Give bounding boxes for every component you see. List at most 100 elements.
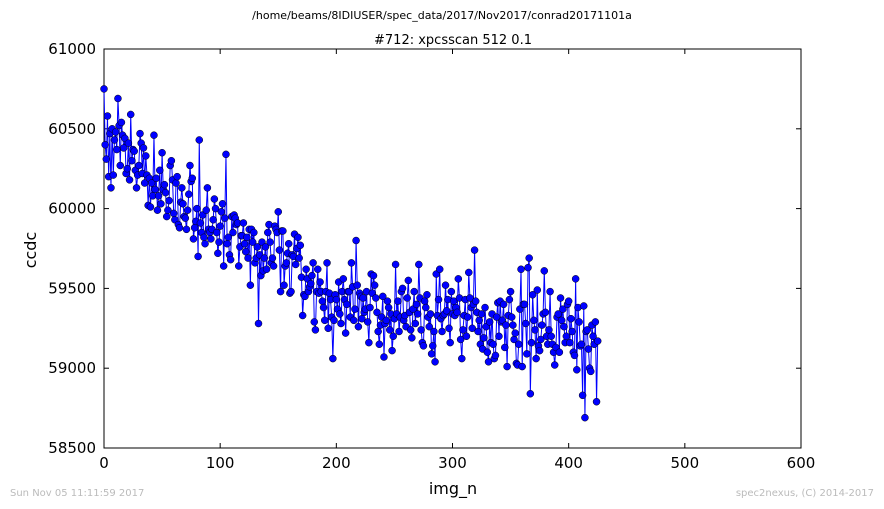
data-point: [103, 112, 112, 120]
data-point: [195, 136, 204, 144]
data-point: [547, 332, 555, 341]
data-point: [154, 192, 163, 200]
x-axis-label: img_n: [429, 479, 477, 499]
y-tick-label: 60500: [48, 120, 96, 138]
x-tick-label: 0: [99, 454, 109, 472]
data-point: [319, 303, 328, 312]
data-point: [296, 241, 305, 250]
data-point: [537, 335, 545, 344]
data-point: [188, 174, 197, 183]
data-point: [591, 318, 600, 326]
data-point: [412, 300, 421, 309]
data-point: [246, 281, 255, 289]
data-point: [110, 136, 119, 144]
data-point: [559, 305, 567, 313]
data-point: [126, 110, 135, 119]
data-point: [370, 281, 379, 289]
data-point: [524, 263, 532, 272]
data-point: [386, 326, 394, 334]
data-point: [351, 305, 359, 313]
data-point: [151, 185, 159, 194]
data-point: [391, 260, 400, 269]
data-point: [434, 295, 443, 304]
footer-timestamp: Sun Nov 05 11:11:59 2017: [10, 488, 145, 499]
data-point: [528, 291, 537, 299]
data-point: [554, 310, 562, 318]
data-point: [538, 321, 546, 329]
data-point: [279, 227, 287, 235]
y-tick-label: 59500: [48, 279, 96, 297]
data-point: [546, 287, 554, 296]
data-point: [298, 311, 307, 320]
data-point: [181, 214, 190, 222]
data-point: [302, 265, 310, 273]
data-point: [222, 150, 230, 159]
data-point: [178, 184, 186, 192]
data-point: [474, 327, 482, 336]
data-point: [353, 281, 361, 289]
data-point: [477, 310, 486, 318]
data-point: [505, 295, 514, 304]
data-point: [577, 340, 586, 349]
data-point: [287, 287, 295, 296]
data-point: [179, 200, 187, 208]
data-point: [466, 294, 474, 302]
data-point: [458, 354, 466, 363]
data-point: [384, 303, 393, 312]
data-point: [470, 246, 479, 254]
data-point: [241, 247, 250, 256]
data-point: [459, 326, 467, 334]
data-point: [389, 332, 397, 341]
data-point: [250, 228, 258, 237]
x-tick-label: 500: [671, 454, 700, 472]
data-point: [593, 337, 602, 345]
data-point: [506, 287, 515, 296]
data-point: [275, 246, 284, 254]
data-point: [152, 174, 161, 183]
x-tick-label: 200: [322, 454, 351, 472]
data-point: [223, 239, 231, 248]
data-point: [268, 254, 277, 262]
data-point: [429, 342, 437, 350]
data-point: [589, 332, 597, 341]
data-point: [294, 233, 302, 242]
data-point: [471, 297, 480, 305]
data-point: [423, 291, 431, 299]
plot-frame: [103, 48, 802, 449]
data-point: [162, 212, 171, 221]
data-point: [380, 353, 388, 361]
data-point: [419, 342, 428, 350]
data-point: [404, 276, 413, 285]
data-point: [406, 326, 415, 334]
data-point: [518, 362, 526, 371]
data-point: [284, 239, 293, 248]
data-point: [310, 318, 319, 326]
data-point: [260, 254, 269, 262]
data-point: [571, 275, 580, 283]
data-point: [568, 327, 576, 336]
data-point: [532, 354, 540, 363]
data-point: [266, 238, 274, 246]
data-point: [573, 366, 581, 374]
data-point: [276, 287, 285, 296]
data-point: [120, 144, 128, 152]
data-point: [160, 180, 169, 189]
data-point: [282, 259, 291, 267]
data-point: [427, 350, 436, 358]
data-point: [575, 318, 583, 326]
data-point: [318, 297, 327, 305]
data-point: [124, 139, 133, 147]
data-point: [216, 222, 224, 230]
data-point: [560, 322, 568, 331]
data-point: [372, 294, 380, 302]
data-point: [465, 268, 473, 277]
data-point: [109, 171, 118, 179]
data-point: [323, 259, 331, 267]
data-point: [441, 281, 450, 289]
data-point: [562, 332, 571, 341]
data-point: [158, 148, 166, 157]
data-point: [146, 203, 155, 211]
data-point: [567, 314, 575, 323]
data-point: [363, 318, 372, 326]
